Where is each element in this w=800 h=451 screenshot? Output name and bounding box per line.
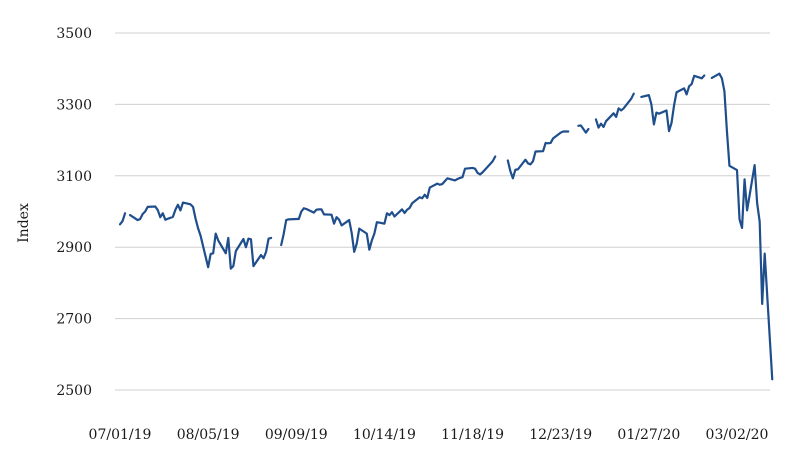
series-line-segment — [710, 72, 774, 381]
x-tick-label: 03/02/20 — [706, 427, 769, 443]
x-tick-label: 11/18/19 — [441, 427, 504, 443]
x-tick-label: 08/05/19 — [177, 427, 240, 443]
grid-lines — [115, 32, 770, 391]
x-tick-label: 12/23/19 — [529, 427, 592, 443]
y-tick-label: 2500 — [56, 383, 92, 399]
series-line-segment — [280, 155, 497, 253]
series-line-segment — [577, 124, 590, 134]
series-line-segment — [128, 201, 273, 270]
y-tick-label: 2900 — [56, 240, 92, 256]
series-line-segment — [506, 130, 570, 180]
x-tick-label: 10/14/19 — [353, 427, 416, 443]
series-line-segment — [640, 74, 706, 133]
series-line-segment — [594, 92, 635, 129]
x-tick-label: 09/09/19 — [265, 427, 328, 443]
y-axis-title: Index — [16, 203, 32, 243]
y-tick-label: 3300 — [56, 97, 92, 113]
x-tick-label: 07/01/19 — [89, 427, 152, 443]
y-tick-label: 2700 — [56, 312, 92, 328]
y-tick-label: 3500 — [56, 26, 92, 42]
y-axis-tick-labels: 2500 2700 2900 3100 3300 3500 — [56, 26, 92, 399]
y-tick-label: 3100 — [56, 169, 92, 185]
series-lines — [118, 72, 774, 381]
x-tick-label: 01/27/20 — [617, 427, 680, 443]
x-axis-tick-labels: 07/01/19 08/05/19 09/09/19 10/14/19 11/18/19… — [89, 427, 769, 443]
series-line-segment — [118, 212, 127, 226]
